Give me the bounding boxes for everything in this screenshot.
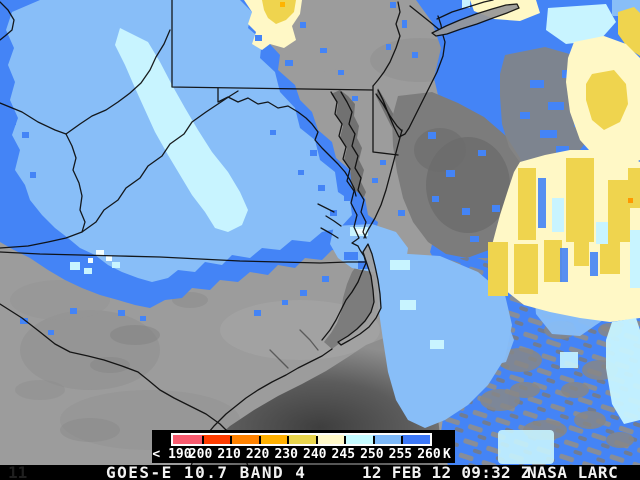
legend-tick-mark [230, 436, 233, 444]
colorbar-segment-255 [401, 435, 431, 444]
state-borders [0, 0, 520, 465]
northwest-cloud-band [0, 0, 378, 308]
colorbar-segment-250 [372, 435, 402, 444]
temperature-legend: < 190 200 210 220 230 240 245 250 255 260 K [152, 430, 455, 463]
colorbar-segment-240 [315, 435, 345, 444]
legend-tick-label-230: 230 [274, 447, 298, 462]
temperature-unit-label: K [443, 447, 451, 462]
legend-tick-label-220: 220 [245, 447, 270, 462]
legend-tick-mark [287, 436, 290, 444]
legend-tick-label-200: 200 [188, 447, 213, 462]
legend-tick-mark [201, 436, 204, 444]
legend-tick-label-250: 250 [360, 447, 384, 462]
legend-tick-mark [258, 436, 261, 444]
frame-number: 11 [8, 463, 28, 480]
colorbar-segment-200 [201, 435, 231, 444]
colorbar-segment-245 [344, 435, 373, 444]
legend-tick-mark [315, 436, 318, 444]
colorbar-segment-210 [230, 435, 259, 444]
satellite-product-label: GOES-E 10.7 BAND 4 [106, 463, 307, 480]
legend-tick-label-240: 240 [303, 447, 327, 462]
colorbar-segment-190 [173, 435, 202, 444]
legend-tick-mark [344, 436, 347, 444]
status-bar: 11 GOES-E 10.7 BAND 4 12 FEB 12 09:32 Z … [0, 465, 640, 480]
cloud-speckles [4, 0, 470, 335]
data-source-label: NASA LARC [527, 463, 619, 480]
image-timestamp: 12 FEB 12 09:32 Z [362, 463, 531, 480]
legend-tick-label-190: < 190 [152, 447, 192, 462]
legend-tick-label-255: 255 [388, 447, 413, 462]
legend-tick-mark [372, 436, 375, 444]
colorbar-segment-230 [287, 435, 316, 444]
legend-tick-mark [401, 436, 404, 444]
colorbar-segment-220 [258, 435, 288, 444]
temperature-colorbar [171, 433, 432, 446]
legend-tick-label-210: 210 [217, 447, 241, 462]
legend-tick-label-245: 245 [331, 447, 356, 462]
legend-tick-label-260: 260 [417, 447, 441, 462]
satellite-map-canvas [0, 0, 640, 465]
